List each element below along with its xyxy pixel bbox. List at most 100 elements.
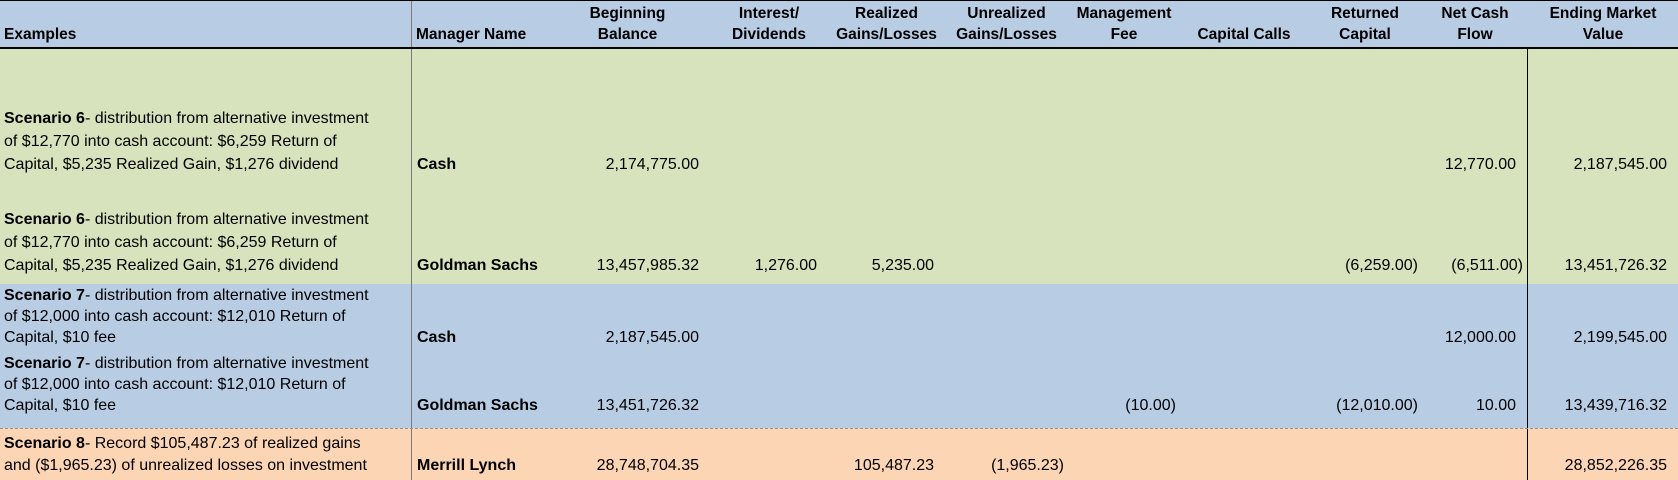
cell-value: 13,451,726.32 (1564, 257, 1667, 274)
scenario-label: Scenario 7 (4, 355, 85, 372)
scenario-label: Scenario 8 (4, 435, 85, 452)
cell-returned[interactable]: (12,010.00) (1308, 350, 1422, 428)
header-cell-ending[interactable]: Ending Market Value (1528, 1, 1678, 47)
cell-value: (10.00) (1125, 397, 1176, 414)
cell-examples[interactable]: Scenario 6- distribution from alternativ… (0, 49, 412, 180)
cell-net_cash[interactable]: 10.00 (1422, 350, 1528, 428)
header-cell-interest[interactable]: Interest/Dividends (710, 1, 828, 47)
scenario-text-line: Capital, $10 fee (4, 329, 117, 346)
cell-interest[interactable] (710, 429, 828, 480)
cell-capital_calls[interactable] (1180, 429, 1308, 480)
cell-manager[interactable]: Cash (412, 49, 545, 180)
manager-name: Goldman Sachs (417, 397, 538, 414)
header-label: Gains/Losses (836, 26, 937, 43)
cell-unrealized[interactable] (945, 350, 1068, 428)
cell-mgmt_fee[interactable] (1068, 180, 1180, 284)
header-cell-manager[interactable]: Manager Name (412, 1, 545, 47)
cell-manager[interactable]: Goldman Sachs (412, 180, 545, 284)
cell-net_cash[interactable]: (6,511.00) (1422, 180, 1528, 284)
header-cell-realized[interactable]: Realized Gains/Losses (828, 1, 945, 47)
cell-realized[interactable]: 105,487.23 (828, 429, 945, 480)
cell-examples[interactable]: Scenario 7- distribution from alternativ… (0, 350, 412, 428)
cell-unrealized[interactable] (945, 284, 1068, 350)
header-cell-net_cash[interactable]: Net Cash Flow (1422, 1, 1528, 47)
cell-interest[interactable] (710, 49, 828, 180)
manager-name: Merrill Lynch (417, 457, 516, 474)
cell-ending[interactable]: 2,199,545.00 (1528, 284, 1678, 350)
cell-beginning[interactable]: 2,187,545.00 (545, 284, 710, 350)
cell-realized[interactable] (828, 350, 945, 428)
cell-ending[interactable]: 28,852,226.35 (1528, 429, 1678, 480)
cell-mgmt_fee[interactable]: (10.00) (1068, 350, 1180, 428)
header-label: Dividends (731, 26, 807, 43)
scenario-text-line: Scenario 7- distribution from alternativ… (4, 287, 369, 304)
header-cell-beginning[interactable]: Beginning Balance (545, 1, 710, 47)
cell-realized[interactable] (828, 284, 945, 350)
header-label: Fee (1110, 26, 1138, 43)
cell-manager[interactable]: Cash (412, 284, 545, 350)
cell-examples[interactable]: Scenario 7- distribution from alternativ… (0, 284, 412, 350)
cell-returned[interactable] (1308, 429, 1422, 480)
cell-mgmt_fee[interactable] (1068, 49, 1180, 180)
manager-name: Cash (417, 156, 457, 173)
cell-value: 5,235.00 (871, 257, 934, 274)
cell-beginning[interactable]: 2,174,775.00 (545, 49, 710, 180)
cell-capital_calls[interactable] (1180, 180, 1308, 284)
cell-unrealized[interactable]: (1,965.23) (945, 429, 1068, 480)
header-label: Realized (855, 5, 918, 22)
table-row: Scenario 6- distribution from alternativ… (0, 180, 1678, 284)
cell-ending[interactable]: 2,187,545.00 (1528, 49, 1678, 180)
cell-returned[interactable] (1308, 49, 1422, 180)
cell-capital_calls[interactable] (1180, 49, 1308, 180)
scenario-text-line: Capital, $10 fee (4, 397, 117, 414)
cell-interest[interactable]: 1,276.00 (710, 180, 828, 284)
cell-value: (6,259.00) (1345, 257, 1418, 274)
cell-value: 13,457,985.32 (596, 257, 699, 274)
table-row: Scenario 6- distribution from alternativ… (0, 49, 1678, 180)
header-cell-mgmt_fee[interactable]: Management Fee (1068, 1, 1180, 47)
cell-interest[interactable] (710, 350, 828, 428)
header-label: Returned (1330, 5, 1400, 22)
cell-mgmt_fee[interactable] (1068, 284, 1180, 350)
cell-examples[interactable]: Scenario 6- distribution from alternativ… (0, 180, 412, 284)
cell-examples[interactable]: Scenario 8- Record $105,487.23 of realiz… (0, 429, 412, 480)
header-cell-unrealized[interactable]: Unrealized Gains/Losses (945, 1, 1068, 47)
cell-value: 1,276.00 (754, 257, 817, 274)
scenario-text-line: Capital, $5,235 Realized Gain, $1,276 di… (4, 257, 339, 274)
cell-net_cash[interactable] (1422, 429, 1528, 480)
table-row: Scenario 7- distribution from alternativ… (0, 350, 1678, 428)
cell-manager[interactable]: Goldman Sachs (412, 350, 545, 428)
cell-manager[interactable]: Merrill Lynch (412, 429, 545, 480)
cell-ending[interactable]: 13,439,716.32 (1528, 350, 1678, 428)
cell-capital_calls[interactable] (1180, 284, 1308, 350)
cell-value: 28,748,704.35 (596, 457, 699, 474)
scenario-text-line: of $12,000 into cash account: $12,010 Re… (4, 308, 346, 325)
cell-capital_calls[interactable] (1180, 350, 1308, 428)
header-label: Flow (1457, 26, 1493, 43)
header-label: Balance (597, 26, 658, 43)
cell-net_cash[interactable]: 12,000.00 (1422, 284, 1528, 350)
cell-interest[interactable] (710, 284, 828, 350)
header-cell-capital_calls[interactable]: Capital Calls (1180, 1, 1308, 47)
header-cell-returned[interactable]: Returned Capital (1308, 1, 1422, 47)
cell-ending[interactable]: 13,451,726.32 (1528, 180, 1678, 284)
header-label: Beginning (589, 5, 666, 22)
cell-mgmt_fee[interactable] (1068, 429, 1180, 480)
header-cell-examples[interactable]: Examples (0, 1, 412, 47)
header-label: Examples (4, 26, 77, 43)
cell-returned[interactable]: (6,259.00) (1308, 180, 1422, 284)
cell-unrealized[interactable] (945, 180, 1068, 284)
cell-beginning[interactable]: 28,748,704.35 (545, 429, 710, 480)
cell-value: 2,199,545.00 (1573, 329, 1667, 346)
cell-beginning[interactable]: 13,451,726.32 (545, 350, 710, 428)
cell-returned[interactable] (1308, 284, 1422, 350)
scenario-text-line: of $12,770 into cash account: $6,259 Ret… (4, 133, 337, 150)
cell-beginning[interactable]: 13,457,985.32 (545, 180, 710, 284)
cell-net_cash[interactable]: 12,770.00 (1422, 49, 1528, 180)
cell-unrealized[interactable] (945, 49, 1068, 180)
cell-value: 12,000.00 (1444, 329, 1516, 346)
cell-realized[interactable]: 5,235.00 (828, 180, 945, 284)
cell-realized[interactable] (828, 49, 945, 180)
header-label: Ending Market (1549, 5, 1657, 22)
